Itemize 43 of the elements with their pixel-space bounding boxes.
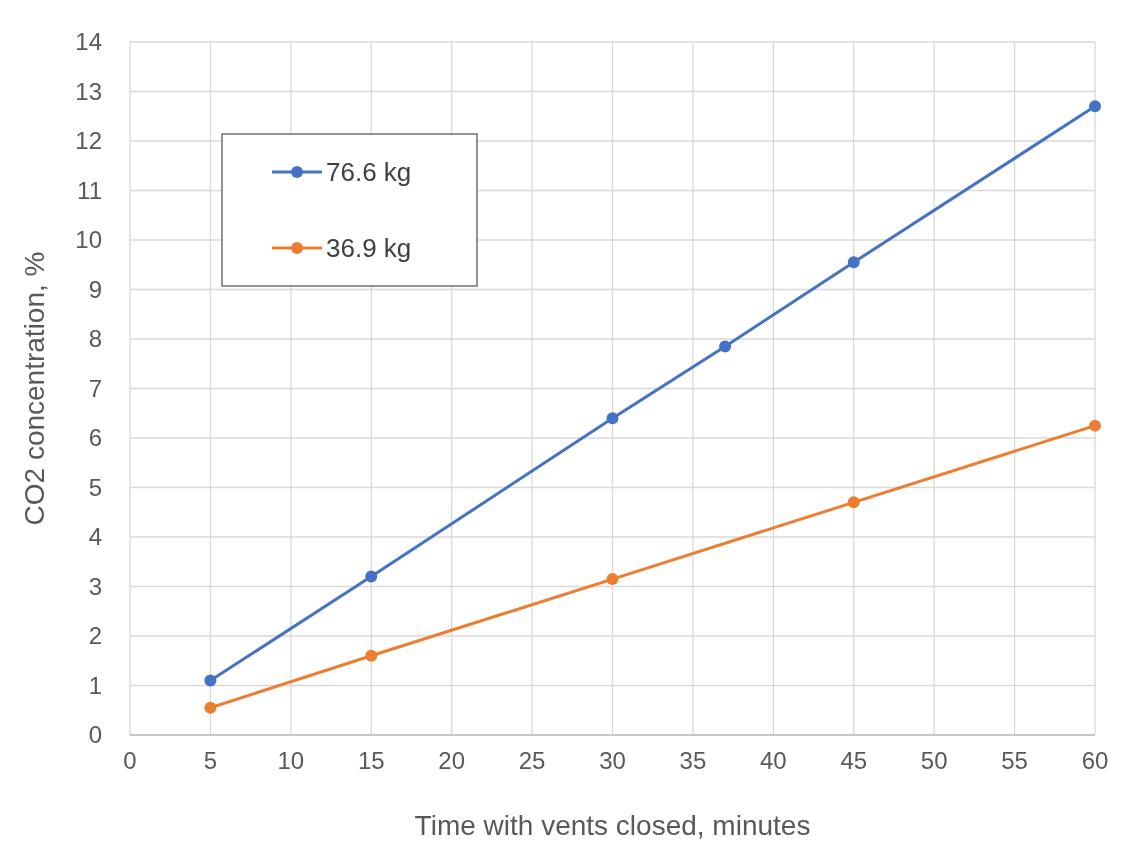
y-tick-label: 11 — [77, 176, 102, 204]
y-axis-title: CO2 concentration, % — [19, 251, 50, 526]
y-tick-label: 8 — [88, 325, 102, 352]
point — [365, 570, 378, 583]
y-tick-label: 13 — [75, 77, 102, 105]
x-tick-label: 5 — [203, 747, 218, 774]
x-tick-label: 30 — [599, 747, 626, 774]
x-tick-label: 40 — [759, 747, 787, 774]
legend-label: 36.9 kg — [326, 233, 412, 263]
y-tick-label: 7 — [88, 374, 102, 402]
x-tick-label: 60 — [1081, 747, 1109, 774]
y-tick-label: 5 — [88, 473, 102, 501]
x-tick-label: 50 — [920, 747, 948, 774]
y-tick-label: 12 — [75, 127, 102, 154]
point — [847, 256, 860, 269]
y-tick-label: 10 — [75, 226, 102, 253]
x-tick-label: 25 — [518, 747, 546, 774]
x-tick-label: 20 — [438, 747, 466, 774]
x-tick-label: 45 — [840, 747, 868, 774]
x-tick-label: 55 — [1001, 747, 1028, 774]
x-tick-label: 10 — [277, 747, 305, 774]
y-tick-label: 2 — [88, 622, 102, 649]
y-tick-label: 4 — [88, 523, 102, 550]
point — [606, 412, 619, 425]
point — [204, 701, 217, 714]
y-tick-label: 14 — [75, 28, 102, 55]
point — [1089, 100, 1101, 113]
y-tick-label: 9 — [88, 275, 102, 303]
y-tick-label: 1 — [88, 671, 102, 699]
x-tick-label: 0 — [123, 747, 137, 774]
legend-label: 76.6 kg — [326, 157, 412, 187]
point — [847, 496, 860, 509]
point — [1089, 419, 1101, 432]
point — [606, 573, 619, 586]
point — [365, 649, 378, 662]
x-axis-title: Time with vents closed, minutes — [414, 810, 811, 841]
point — [204, 674, 217, 687]
x-tick-label: 35 — [679, 747, 707, 774]
y-tick-label: 3 — [88, 572, 102, 600]
y-tick-label: 6 — [88, 424, 102, 451]
y-tick-label: 0 — [88, 721, 102, 748]
x-tick-label: 15 — [357, 747, 385, 774]
point — [719, 340, 732, 353]
